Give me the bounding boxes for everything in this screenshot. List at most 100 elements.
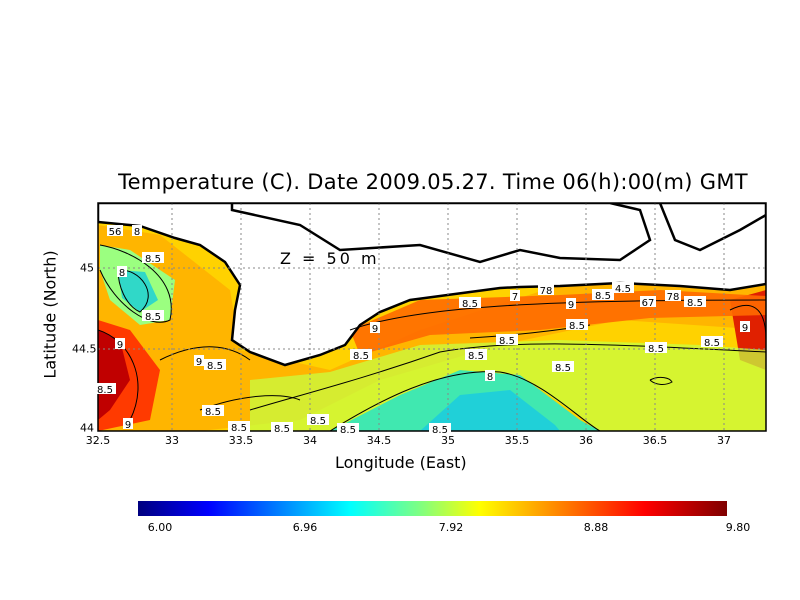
orange-band — [350, 290, 766, 355]
contour-label-box — [485, 370, 495, 381]
contour-label-box — [228, 421, 250, 432]
y-tick: 44.5 — [72, 342, 97, 356]
colorbar-tick: 6.96 — [292, 521, 318, 534]
contour-label: 78 — [540, 286, 553, 297]
contour-label-box — [117, 266, 127, 277]
coast-kerch — [658, 203, 766, 252]
y-tick: 45 — [80, 261, 94, 275]
contour-label: 8.5 — [231, 423, 247, 434]
contour-label-box — [271, 422, 293, 433]
contour-label: 8.5 — [555, 363, 571, 374]
contour-label: 78 — [667, 292, 680, 303]
contour-label-box — [566, 298, 576, 309]
contour-label: 9 — [125, 420, 131, 431]
contour-label-box — [107, 225, 123, 236]
contour-label-box — [142, 310, 164, 321]
contour-label: 9 — [372, 324, 378, 335]
contour-label-box — [684, 296, 706, 307]
contour-label: 9 — [568, 300, 574, 311]
x-tick: 35 — [441, 434, 455, 447]
contour-label: 8.5 — [310, 416, 326, 427]
contour-label-box — [612, 282, 634, 293]
contour-label: 8.5 — [704, 338, 720, 349]
hot-core-west — [98, 330, 130, 420]
land-azov-coast — [230, 203, 652, 264]
contour-label: 8 — [119, 268, 125, 279]
contour-label: 8.5 — [145, 254, 161, 265]
contour-label: 8.5 — [468, 351, 484, 362]
contour-label: 8.5 — [340, 425, 356, 436]
contour-label: 8.5 — [145, 312, 161, 323]
contour-label-box — [202, 405, 224, 416]
contour-label: 8.5 — [462, 299, 478, 310]
x-tick: 33.5 — [228, 434, 254, 447]
contour-label: 8.5 — [432, 425, 448, 436]
x-tick: 34 — [303, 434, 317, 447]
x-tick: 36.5 — [642, 434, 668, 447]
contour-label: 8.5 — [207, 361, 223, 372]
contour-label: 8.5 — [205, 407, 221, 418]
contour-label: 9 — [742, 323, 748, 334]
contour-label: 9 — [196, 357, 202, 368]
x-tick: 32.5 — [85, 434, 111, 447]
contour-label: 8.5 — [648, 344, 664, 355]
y-tick: 44 — [80, 421, 94, 435]
contour-label: 8.5 — [569, 321, 585, 332]
depth-label: Z = 50 m — [280, 249, 380, 268]
contour-label-box — [94, 383, 116, 394]
contour-label-box — [307, 414, 329, 425]
x-tick: 34.5 — [366, 434, 392, 447]
contour-label: 67 — [642, 298, 655, 309]
colorbar-tick: 7.92 — [438, 521, 464, 534]
contour-label-box — [370, 322, 380, 333]
contour-label-box — [142, 252, 164, 263]
contour-label: 8 — [487, 372, 493, 383]
x-tick: 37 — [717, 434, 731, 447]
colorbar-tick: 6.00 — [147, 521, 173, 534]
contour-label: 7 — [512, 292, 518, 303]
contour-label-group: 56 88.588.599 8.58.598.58.5 8.58.598.58.577… — [94, 225, 750, 436]
contour-label-box — [552, 361, 574, 372]
colorbar-tick: 9.80 — [725, 521, 751, 534]
contour-label: 8 — [134, 227, 140, 238]
contour-label-box — [459, 297, 481, 308]
contour-label-box — [510, 290, 520, 301]
contour-label-box — [429, 423, 451, 434]
contour-label-box — [538, 284, 554, 295]
cool-tongue-core — [420, 390, 560, 431]
colorbar-tick: 8.88 — [583, 521, 609, 534]
colorbar — [138, 501, 727, 516]
contour-label-box — [566, 319, 588, 330]
chart-title: Temperature (C). Date 2009.05.27. Time 0… — [118, 170, 748, 194]
x-tick: 33 — [165, 434, 179, 447]
contour-label-box — [665, 290, 681, 301]
x-tick: 35.5 — [504, 434, 530, 447]
yellow-green-zone — [250, 340, 766, 431]
x-tick: 36 — [579, 434, 593, 447]
contour-label: 9 — [117, 340, 123, 351]
contour-label: 8.5 — [274, 424, 290, 435]
x-axis-label: Longitude (East) — [335, 453, 467, 472]
contour-label-box — [115, 338, 125, 349]
contour-label: 8.5 — [687, 298, 703, 309]
contour-label-box — [465, 349, 487, 360]
contour-label-box — [123, 418, 133, 429]
contour-label-box — [740, 321, 750, 332]
contour-label: 8.5 — [499, 336, 515, 347]
contour-label-box — [350, 349, 372, 360]
contour-label: 8.5 — [353, 351, 369, 362]
contour-label-box — [640, 296, 656, 307]
contour-label-box — [496, 334, 518, 345]
contour-label: 4.5 — [615, 284, 631, 295]
contour-label: 8.5 — [97, 385, 113, 396]
contour-label-box — [645, 342, 667, 353]
contour-label-box — [592, 289, 614, 300]
y-axis-label: Latitude (North) — [40, 250, 60, 379]
contour-label-box — [337, 423, 359, 434]
contour-label: 8.5 — [595, 291, 611, 302]
contour-label-box — [204, 359, 226, 370]
contour-label-box — [194, 355, 204, 366]
contour-label: 56 — [109, 227, 122, 238]
contour-label-box — [132, 225, 142, 236]
